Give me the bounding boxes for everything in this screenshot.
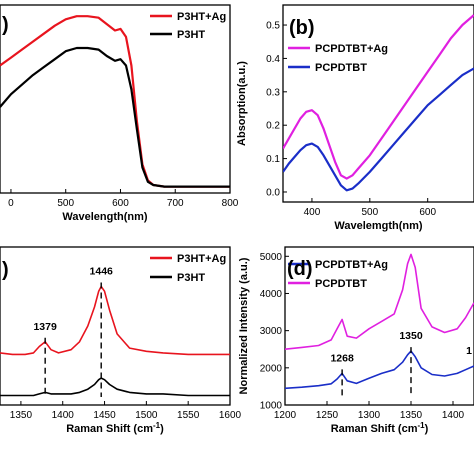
peak-label: 1268 [330,352,354,364]
legend-label: PCPDTBT+Ag [315,259,388,271]
y-axis-label: Normalized Intensity (a.u.) [238,257,250,394]
chart-panel-2: 1350 1400 1450 1500 1550 1600 Raman Shift (cm-… [0,246,242,435]
x-axis-label-text: Wavelength(nm) [62,211,147,223]
x-axis-label: Raman Shift (cm-1) [66,421,164,435]
plot-frame [284,246,474,406]
peak-label: 1446 [90,266,114,278]
legend-label: P3HT [177,272,205,284]
y-tick-label: 0.2 [266,121,280,132]
x-tick-label: 500 [361,207,378,218]
x-axis-label-sup: -1 [153,421,161,430]
y-tick-label: 3000 [260,326,283,337]
series-line-1 [0,377,230,397]
x-tick-label: 1300 [358,410,381,421]
x-tick-label: 1450 [93,410,116,421]
x-tick-label: 500 [57,198,74,209]
y-axis-label: Absorption(a.u.) [236,61,248,146]
x-axis-label: Wavelemgth(nm) [334,220,423,232]
series-line-1 [285,253,474,350]
y-tick-label: 2000 [260,363,283,374]
x-axis-label-close: ) [160,423,164,435]
series-line-0 [0,285,230,356]
y-tick-label: 0.3 [266,87,280,98]
x-tick-label: 1250 [316,410,339,421]
y-tick-label: 0.0 [266,187,280,198]
panel-label: ) [2,259,9,281]
x-tick-label: 1350 [400,410,423,421]
y-tick-label: 0.5 [266,21,280,32]
chart-panel-3: 1200 1250 1300 1350 1400 1000 2000 3000 4000 5000… [238,246,474,435]
legend-label: P3HT+Ag [177,253,226,265]
x-axis-label-text: Raman Shift (cm [66,423,153,435]
series-line-1 [283,67,474,192]
plot-frame [282,4,474,203]
peak-label: 1 [466,345,472,357]
legend-label: P3HT+Ag [177,11,226,23]
legend-label: PCPDTBT [315,62,367,74]
legend-label: P3HT [177,29,205,41]
x-tick-label: 1400 [442,410,465,421]
chart-panel-0: 0 500 600 700 800 Wavelength(nm) P3HT+Ag P3HT) [0,4,239,223]
x-tick-label: 700 [167,198,184,209]
legend-label: PCPDTBT+Ag [315,43,388,55]
x-tick-label: 1400 [52,410,75,421]
series-line-0 [285,350,474,390]
x-tick-label: 600 [419,207,436,218]
x-axis-label: Wavelength(nm) [62,211,147,223]
peak-label: 1379 [33,321,57,333]
series-line-0 [283,14,474,180]
panel-label: ) [2,14,9,36]
x-tick-label: 1200 [274,410,297,421]
x-tick-label: 1350 [10,410,33,421]
x-axis-label-sup: -1 [418,421,426,430]
series-line-1 [0,46,230,188]
peak-label: 1350 [399,330,423,342]
plot-frame [0,4,231,194]
panel-label: (d) [287,258,313,280]
y-tick-label: 1000 [260,401,283,412]
y-tick-label: 0.4 [266,54,280,65]
panel-label: (b) [289,17,315,39]
y-tick-label: 4000 [260,289,283,300]
legend-label: PCPDTBT [315,278,367,290]
x-tick-label: 600 [112,198,129,209]
x-tick-label: 1500 [135,410,158,421]
y-tick-label: 5000 [260,252,283,263]
x-tick-label: 0 [8,198,14,209]
x-axis-label-close: ) [425,423,429,435]
series-line-0 [0,15,230,188]
x-tick-label: 1600 [219,410,242,421]
x-tick-label: 800 [222,198,239,209]
plot-frame [0,246,231,406]
x-tick-label: 1550 [177,410,200,421]
x-tick-label: 400 [304,207,321,218]
y-tick-label: 0.1 [266,154,280,165]
x-axis-label-text: Raman Shift (cm [331,423,418,435]
x-axis-label-text: Wavelemgth(nm) [334,220,423,232]
x-axis-label: Raman Shift (cm-1) [331,421,429,435]
chart-panel-1: 400 500 600 0.0 0.1 0.2 0.3 0.4 0.5 Wavelemgth(nm… [236,4,474,232]
